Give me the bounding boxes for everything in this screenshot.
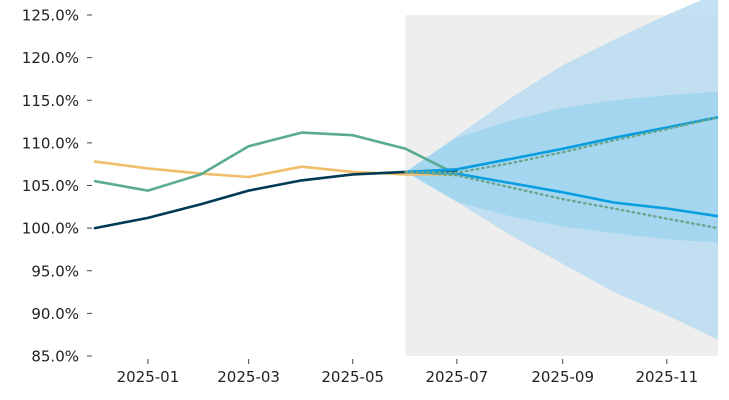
forecast-dotted-lower-line (404, 170, 720, 230)
y-tick-label-7: 120.0% (22, 49, 79, 67)
forecast-upper-line (405, 116, 719, 174)
y-axis: 85.0% 90.0% 95.0% 100.0% 105.0% 110.0% 115.0% 1… (22, 7, 92, 366)
series-line-2 (93, 131, 459, 192)
y-tick-label-4: 105.0% (22, 177, 79, 195)
y-tick-label-5: 110.0% (22, 134, 79, 152)
series-line-3 (93, 160, 459, 179)
x-tick-label-2: 2025-05 (321, 368, 384, 386)
y-tick-label-0: 85.0% (31, 348, 79, 366)
x-axis: 2025-01 2025-03 2025-05 2025-07 2025-09 2025-… (117, 359, 698, 386)
y-tick-label-8: 125.0% (22, 7, 79, 25)
y-tick-label-3: 100.0% (22, 220, 79, 238)
series-line-1 (93, 168, 459, 230)
series-line-layer (93, 116, 720, 230)
y-tick-label-6: 115.0% (22, 92, 79, 110)
x-tick-label-4: 2025-09 (531, 368, 594, 386)
x-tick-label-5: 2025-11 (635, 368, 698, 386)
y-tick-label-1: 90.0% (31, 305, 79, 323)
x-tick-label-1: 2025-03 (217, 368, 280, 386)
x-tick-label-0: 2025-01 (117, 368, 180, 386)
y-tick-label-2: 95.0% (31, 262, 79, 280)
x-tick-label-3: 2025-07 (426, 368, 489, 386)
forecast-dotted-upper-line (404, 116, 720, 174)
